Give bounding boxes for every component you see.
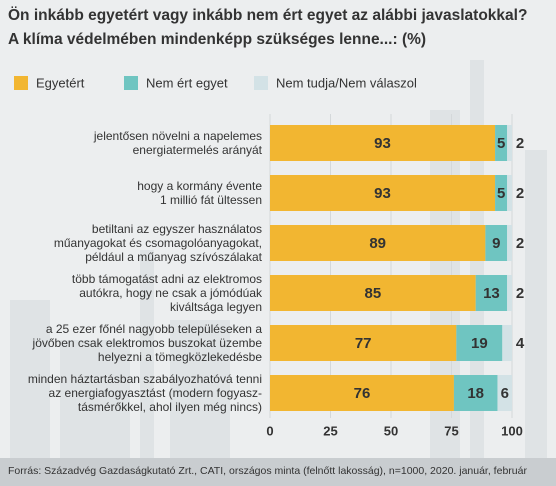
bar-segment bbox=[485, 225, 508, 261]
bar-segment bbox=[270, 375, 454, 411]
bar-segment bbox=[456, 325, 503, 361]
bar-segment bbox=[270, 125, 496, 161]
bar-segment bbox=[507, 125, 512, 161]
data-label: 85 bbox=[365, 285, 382, 302]
category-label: jelentősen növelni a napelemes energiate… bbox=[93, 129, 262, 157]
bar-segment bbox=[507, 175, 512, 211]
x-tick-label: 0 bbox=[266, 423, 273, 438]
bar-segment bbox=[475, 275, 508, 311]
chart-subtitle: A klíma védelmében mindenképp szükséges … bbox=[8, 31, 426, 48]
bar-segment bbox=[453, 375, 498, 411]
data-label: 5 bbox=[497, 135, 505, 152]
legend-label: Nem tudja/Nem válaszol bbox=[276, 75, 417, 90]
source: Forrás: Századvég Gazdaságkutató Zrt., C… bbox=[8, 465, 527, 477]
footer-bg bbox=[0, 458, 556, 486]
data-label: 89 bbox=[369, 235, 386, 252]
category-label: a 25 ezer főnél nagyobb településeken a … bbox=[32, 322, 262, 364]
bar-segment bbox=[507, 275, 512, 311]
data-label: 2 bbox=[516, 235, 524, 252]
legend-swatch bbox=[124, 76, 138, 90]
bar-segment bbox=[270, 225, 486, 261]
bar-segment bbox=[497, 375, 512, 411]
category-label: több támogatást adni az elektromos autók… bbox=[71, 272, 262, 314]
data-label: 4 bbox=[516, 335, 525, 352]
data-label: 18 bbox=[467, 385, 484, 402]
chart-title: Ön inkább egyetért vagy inkább nem ért e… bbox=[8, 7, 527, 24]
data-label: 19 bbox=[471, 335, 488, 352]
data-label: 9 bbox=[492, 235, 500, 252]
category-label: hogy a kormány évente 1 millió fát ültes… bbox=[137, 179, 262, 207]
data-label: 13 bbox=[483, 285, 500, 302]
category-label: betiltani az egyszer használatos műanyag… bbox=[53, 222, 262, 264]
x-tick-label: 25 bbox=[323, 423, 337, 438]
x-tick-label: 75 bbox=[444, 423, 458, 438]
category-label: minden háztartásban szabályozhatóvá tenn… bbox=[27, 372, 262, 414]
data-label: 2 bbox=[516, 185, 524, 202]
legend-swatch bbox=[14, 76, 28, 90]
data-label: 5 bbox=[497, 185, 505, 202]
legend-label: Nem ért egyet bbox=[146, 75, 228, 90]
data-label: 77 bbox=[355, 335, 372, 352]
x-tick-label: 50 bbox=[384, 423, 398, 438]
bar-segment bbox=[270, 175, 496, 211]
bar-segment bbox=[495, 125, 508, 161]
data-label: 93 bbox=[374, 135, 391, 152]
data-label: 6 bbox=[501, 385, 509, 402]
bar-segment bbox=[502, 325, 512, 361]
data-label: 2 bbox=[516, 135, 524, 152]
data-label: 93 bbox=[374, 185, 391, 202]
data-label: 2 bbox=[516, 285, 524, 302]
data-label: 76 bbox=[354, 385, 371, 402]
bar-segment bbox=[270, 275, 476, 311]
x-tick-label: 100 bbox=[501, 423, 523, 438]
legend-label: Egyetért bbox=[36, 75, 85, 90]
bar-segment bbox=[495, 175, 508, 211]
bar-segment bbox=[270, 325, 457, 361]
bar-segment bbox=[507, 225, 512, 261]
legend-swatch bbox=[254, 76, 268, 90]
